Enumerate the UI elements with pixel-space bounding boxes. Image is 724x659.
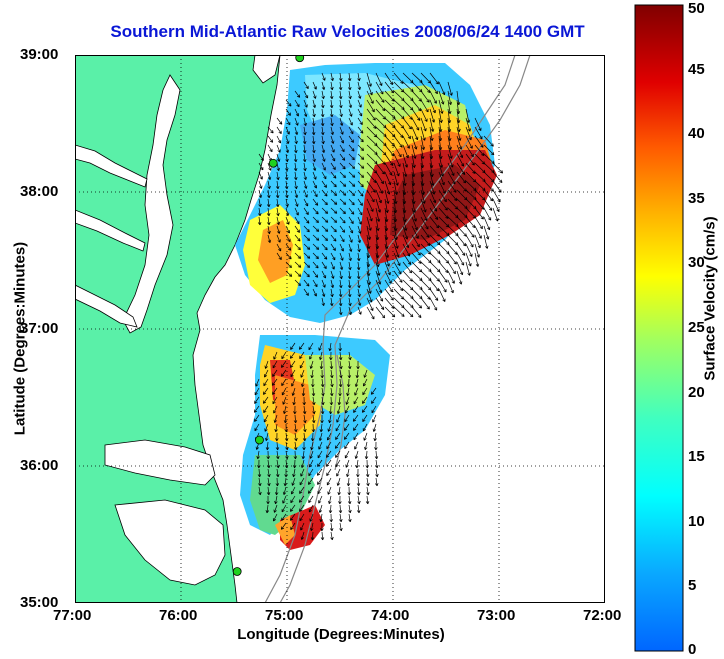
x-tick-label: 76:00 xyxy=(159,607,198,624)
colorbar-tick-label: 40 xyxy=(688,125,705,143)
colorbar-tick-label: 10 xyxy=(688,512,705,530)
colorbar-tick-label: 15 xyxy=(688,448,705,466)
colorbar-tick-label: 25 xyxy=(688,319,705,336)
current-vectors xyxy=(253,72,504,541)
y-tick-label: 38:00 xyxy=(20,183,59,200)
colorbar-tick-label: 0 xyxy=(688,641,697,658)
radar-station-marker xyxy=(295,55,305,63)
colorbar-label: Surface Velocity (cm/s) xyxy=(701,216,719,381)
x-tick-label: 74:00 xyxy=(371,607,410,624)
colorbar-tick-label: 30 xyxy=(688,254,705,272)
map-plot-area xyxy=(75,55,605,603)
y-tick-label: 35:00 xyxy=(20,594,59,611)
hf-radar-stations xyxy=(232,55,305,576)
colorbar-tick-label: 5 xyxy=(688,577,697,595)
x-axis-label: Longitude (Degrees:Minutes) xyxy=(237,626,445,643)
y-axis-label: Latitude (Degrees:Minutes) xyxy=(11,241,29,436)
colorbar-tick-label: 50 xyxy=(688,0,705,17)
colorbar xyxy=(634,4,684,652)
radar-station-marker xyxy=(255,435,264,445)
colorbar-tick-label: 45 xyxy=(688,60,705,78)
colorbar-tick-label: 35 xyxy=(688,189,705,207)
y-tick-label: 36:00 xyxy=(20,457,59,474)
x-tick-label: 72:00 xyxy=(583,607,622,624)
x-tick-label: 75:00 xyxy=(265,607,304,624)
x-tick-label: 73:00 xyxy=(477,607,516,624)
x-tick-label: 77:00 xyxy=(53,607,92,624)
radar-station-marker xyxy=(232,567,242,576)
grid-lines xyxy=(75,55,605,603)
map-title: Southern Mid-Atlantic Raw Velocities 200… xyxy=(110,22,585,41)
radar-station-marker xyxy=(268,158,278,168)
y-tick-label: 39:00 xyxy=(20,46,59,63)
chesapeake-bay xyxy=(122,74,181,334)
colorbar-tick-label: 20 xyxy=(688,383,705,401)
y-tick-label: 37:00 xyxy=(20,320,59,337)
